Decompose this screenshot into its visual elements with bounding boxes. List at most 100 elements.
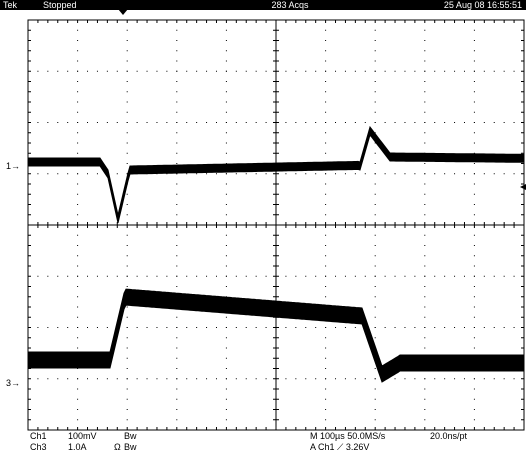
grid-dot (116, 122, 118, 123)
grid-dot (106, 327, 108, 328)
grid-dot (37, 327, 39, 328)
grid-dot (424, 337, 426, 339)
grid-dot (374, 111, 376, 113)
grid-dot (206, 70, 208, 72)
grid-dot (47, 173, 49, 175)
grid-dot (424, 40, 426, 41)
grid-dot (414, 70, 416, 72)
grid-dot (126, 40, 128, 41)
grid-dot (394, 70, 396, 72)
grid-dot (325, 70, 327, 72)
grid-dot (235, 173, 237, 175)
grid-dot (225, 111, 227, 113)
grid-dot (106, 378, 108, 380)
grid-dot (126, 50, 128, 52)
grid-dot (483, 70, 485, 72)
grid-dot (374, 378, 376, 380)
grid-dot (434, 275, 436, 277)
grid-dot (225, 91, 227, 93)
grid-dot (493, 275, 495, 277)
grid-dot (325, 327, 327, 328)
grid-dot (325, 255, 327, 257)
grid-dot (374, 398, 376, 400)
waveform-area (27, 125, 525, 383)
grid-dot (126, 398, 128, 400)
grid-dot (374, 245, 376, 246)
grid-dot (206, 275, 208, 277)
grid-dot (77, 204, 79, 205)
grid-dot (176, 40, 178, 41)
grid-dot (235, 275, 237, 277)
grid-dot (473, 91, 475, 93)
grid-dot (473, 183, 475, 185)
grid-dot (225, 122, 227, 123)
grid-dot (473, 163, 475, 164)
grid-dot (374, 368, 376, 369)
grid-dot (225, 316, 227, 318)
grid-dot (77, 347, 79, 349)
grid-dot (305, 275, 307, 277)
grid-dot (126, 204, 128, 205)
grid-dot (473, 398, 475, 400)
grid-dot (473, 286, 475, 287)
arrow-right-icon: → (11, 378, 21, 388)
grid-dot (325, 40, 327, 41)
grid-dot (225, 101, 227, 103)
grid-dot (404, 275, 406, 277)
grid-dot (255, 70, 257, 72)
grid-dot (225, 378, 227, 380)
grid-dot (483, 122, 485, 123)
grid-dot (424, 132, 426, 134)
grid-dot (176, 419, 178, 421)
grid-dot (265, 327, 267, 328)
grid-dot (335, 327, 337, 328)
grid-dot (473, 255, 475, 257)
grid-dot (37, 122, 39, 123)
grid-dot (87, 70, 89, 72)
grid-dot (126, 316, 128, 318)
grid-dot (255, 122, 257, 123)
grid-dot (424, 142, 426, 144)
grid-dot (225, 173, 227, 175)
grid-dot (57, 122, 59, 123)
grid-dot (424, 204, 426, 205)
grid-dot (444, 173, 446, 175)
grid-dot (503, 378, 505, 380)
grid-dot (325, 357, 327, 359)
grid-dot (176, 81, 178, 82)
grid-dot (463, 275, 465, 277)
grid-dot (473, 122, 475, 123)
grid-dot (235, 327, 237, 328)
grid-dot (116, 70, 118, 72)
grid-dot (325, 142, 327, 144)
grid-dot (354, 122, 356, 123)
grid-dot (454, 70, 456, 72)
grid-dot (176, 193, 178, 195)
grid-dot (305, 378, 307, 380)
grid-dot (325, 122, 327, 123)
grid-dot (364, 173, 366, 175)
grid-dot (77, 388, 79, 390)
grid-dot (463, 327, 465, 328)
grid-dot (176, 275, 178, 277)
grid-dot (77, 337, 79, 339)
ch1-scale: 100mV (68, 431, 97, 441)
grid-dot (225, 398, 227, 400)
grid-dot (325, 173, 327, 175)
grid-dot (116, 275, 118, 277)
grid-dot (196, 173, 198, 175)
grid-dot (404, 173, 406, 175)
grid-dot (225, 368, 227, 369)
grid-dot (374, 173, 376, 175)
grid-dot (126, 152, 128, 154)
grid-dot (87, 173, 89, 175)
grid-dot (146, 378, 148, 380)
grid-dot (186, 173, 188, 175)
grid-dot (77, 378, 79, 380)
grid-dot (473, 316, 475, 318)
grid-dot (424, 81, 426, 82)
grid-dot (513, 173, 515, 175)
grid-dot (444, 70, 446, 72)
ch1-marker: 1→ (6, 161, 20, 171)
grid-dot (493, 173, 495, 175)
